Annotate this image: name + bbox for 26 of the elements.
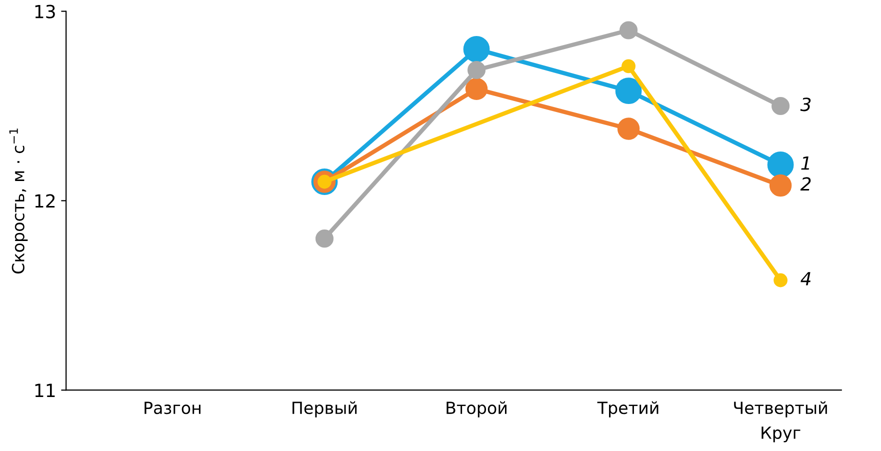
point	[463, 36, 490, 62]
series-label: 3	[800, 98, 811, 112]
point	[467, 60, 486, 80]
y-tick-label: 12	[35, 194, 55, 208]
x-tick-label: Четвертый	[734, 401, 827, 418]
series-label: 2	[800, 177, 811, 191]
y-axis-title: Скорость, м · с$^{−1}$	[9, 128, 28, 274]
x-tick-label: Третий	[597, 401, 658, 418]
x-tick-label: Разгон	[144, 402, 200, 414]
point	[617, 118, 640, 140]
point	[620, 21, 638, 40]
point	[767, 152, 794, 178]
y-tick-label: 11	[35, 384, 55, 397]
y-tick-label: 13	[35, 4, 55, 18]
point	[774, 273, 788, 288]
x-tick-label: Второй	[446, 401, 506, 418]
point	[769, 174, 792, 197]
point	[315, 230, 334, 248]
x-axis-title: Круг	[762, 426, 800, 442]
x-tick-label: Первый	[292, 401, 357, 418]
point	[615, 78, 642, 104]
series-label: 4	[800, 272, 811, 286]
series-label: 1	[801, 156, 810, 170]
point	[465, 78, 488, 100]
point	[772, 96, 790, 116]
point	[622, 59, 636, 74]
